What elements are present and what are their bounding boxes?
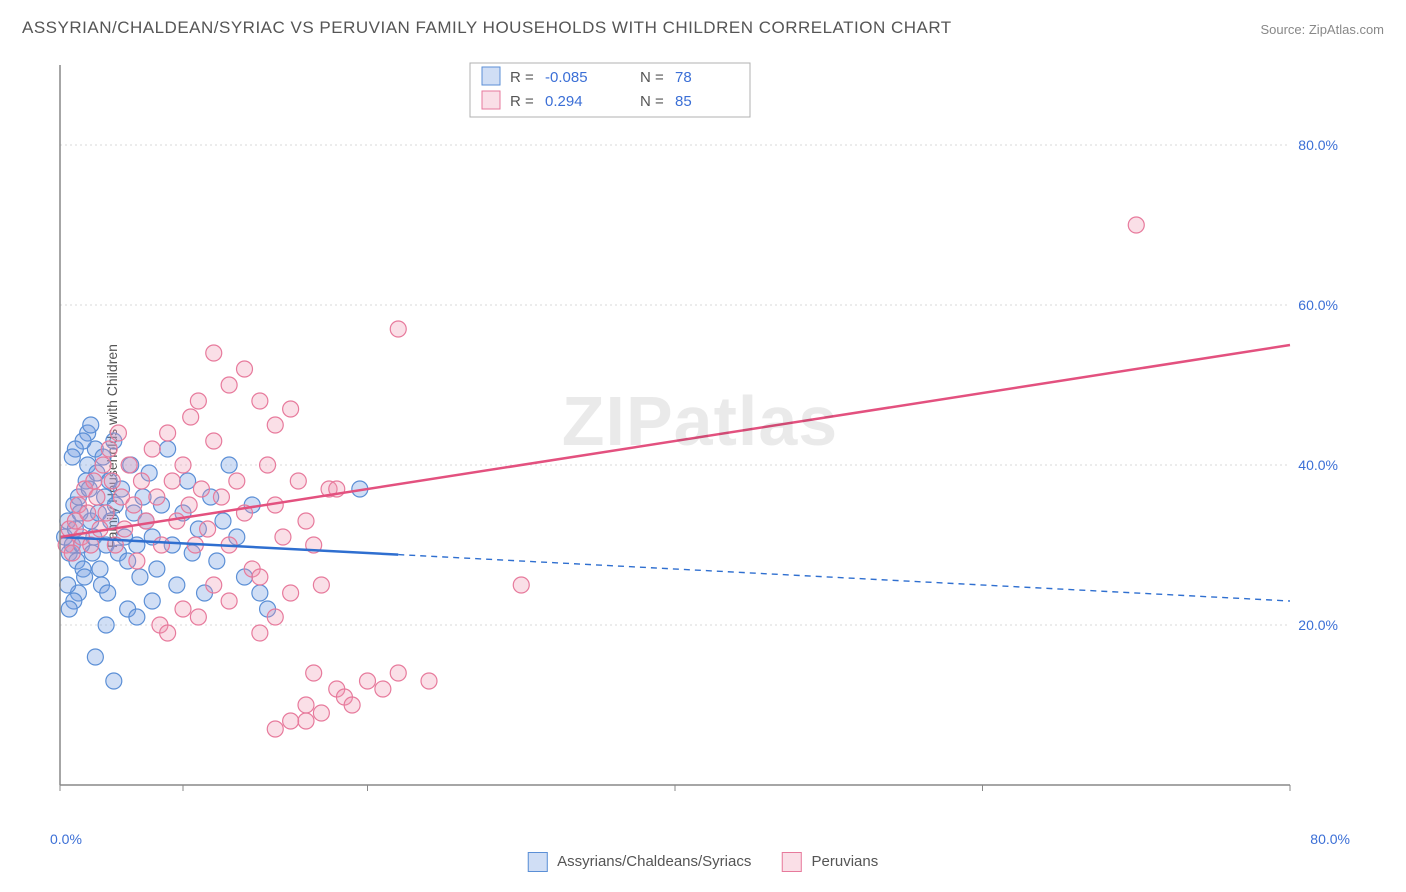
legend-label: Peruvians xyxy=(812,853,879,870)
legend-item-peruvians: Peruvians xyxy=(781,852,878,872)
svg-text:20.0%: 20.0% xyxy=(1298,617,1338,633)
x-axis-max-label: 80.0% xyxy=(1310,831,1350,847)
chart-title: ASSYRIAN/CHALDEAN/SYRIAC VS PERUVIAN FAM… xyxy=(22,18,952,38)
svg-text:R =: R = xyxy=(510,69,534,86)
x-axis-min-label: 0.0% xyxy=(50,831,82,847)
swatch-icon xyxy=(781,852,801,872)
svg-text:R =: R = xyxy=(510,93,534,110)
svg-text:N =: N = xyxy=(640,69,664,86)
svg-text:N =: N = xyxy=(640,93,664,110)
svg-text:85: 85 xyxy=(675,93,692,110)
svg-text:60.0%: 60.0% xyxy=(1298,297,1338,313)
legend-item-assyrians: Assyrians/Chaldeans/Syriacs xyxy=(528,852,752,872)
svg-text:40.0%: 40.0% xyxy=(1298,457,1338,473)
svg-text:0.294: 0.294 xyxy=(545,93,583,110)
bottom-legend: Assyrians/Chaldeans/Syriacs Peruvians xyxy=(528,852,878,872)
watermark-text: ZIPatlas xyxy=(562,382,838,460)
legend-label: Assyrians/Chaldeans/Syriacs xyxy=(557,853,751,870)
svg-text:-0.085: -0.085 xyxy=(545,69,588,86)
source-attribution: Source: ZipAtlas.com xyxy=(1260,22,1384,37)
svg-text:80.0%: 80.0% xyxy=(1298,137,1338,153)
swatch-icon xyxy=(528,852,548,872)
svg-text:78: 78 xyxy=(675,69,692,86)
correlation-scatter-plot: 20.0% 40.0% 60.0% 80.0% ZIPatlas R = -0.085 N… xyxy=(50,55,1350,815)
